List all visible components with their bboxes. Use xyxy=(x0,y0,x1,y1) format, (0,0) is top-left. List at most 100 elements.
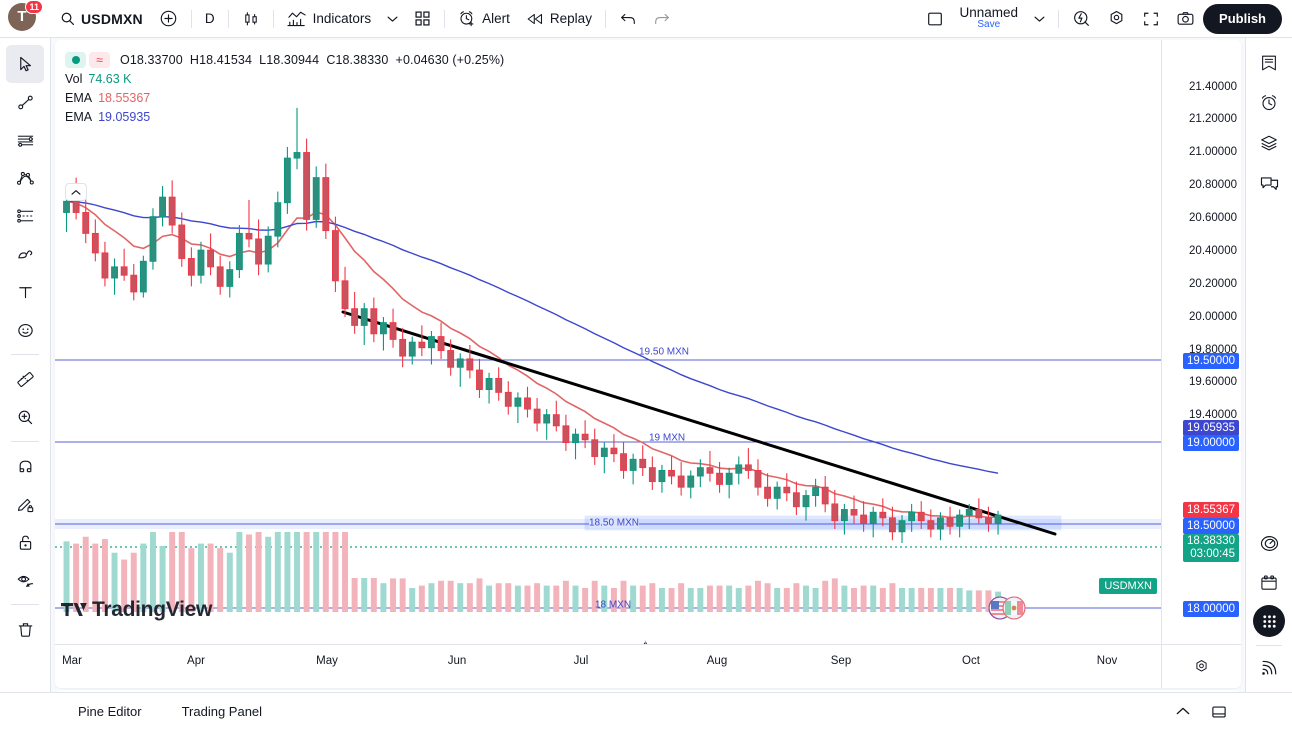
publish-button[interactable]: Publish xyxy=(1203,3,1282,34)
indicators-icon xyxy=(287,10,307,28)
layout-box-button[interactable] xyxy=(918,5,952,33)
fullscreen-icon xyxy=(1142,10,1160,28)
chart-style-button[interactable] xyxy=(234,5,268,33)
economic-event-flags[interactable] xyxy=(987,595,1027,621)
emoji-tool[interactable] xyxy=(6,311,44,349)
price-tick: 19.40000 xyxy=(1189,409,1237,421)
time-tick: Apr xyxy=(187,655,205,667)
layout-save-link[interactable]: Save xyxy=(977,19,1001,31)
time-axis[interactable]: Mar Apr May Jun Jul Aug Sep Oct Nov xyxy=(55,644,1161,688)
grid-icon xyxy=(414,10,431,27)
add-symbol-button[interactable] xyxy=(151,5,186,33)
price-axis[interactable]: 21.40000 21.20000 21.00000 20.80000 20.6… xyxy=(1161,40,1241,644)
level-19-50-pill[interactable]: 19.50000 xyxy=(1183,353,1239,369)
text-tool[interactable] xyxy=(6,273,44,311)
chart-plot[interactable]: ≈ O18.33700 H18.41534 L18.30944 C18.3833… xyxy=(55,40,1161,644)
symbol-price-tag[interactable]: USDMXN xyxy=(1099,578,1157,594)
stay-in-draw-mode-tool[interactable] xyxy=(6,485,44,523)
level-label-18-50: 18.50 MXN xyxy=(589,517,640,529)
pitchfork-tool[interactable] xyxy=(6,159,44,197)
redo-button[interactable] xyxy=(645,5,679,33)
chat-panel-button[interactable] xyxy=(1251,165,1287,201)
tradingview-logo-icon xyxy=(61,603,87,617)
ema1-pill[interactable]: 18.55367 xyxy=(1183,502,1239,518)
replay-icon xyxy=(526,12,544,26)
last-price-pill[interactable]: 18.38330 03:00:45 xyxy=(1183,534,1239,562)
chat-bubbles-icon xyxy=(1260,176,1278,190)
fib-tool[interactable] xyxy=(6,197,44,235)
replay-button[interactable]: Replay xyxy=(518,5,600,33)
magnet-icon xyxy=(19,460,31,472)
indicators-label: Indicators xyxy=(312,11,372,26)
square-icon xyxy=(926,10,944,28)
fullscreen-button[interactable] xyxy=(1134,5,1168,33)
cursor-tool[interactable] xyxy=(6,45,44,83)
flame-icon xyxy=(641,638,648,644)
quick-search-button[interactable] xyxy=(1064,5,1099,33)
data-window-panel-button[interactable] xyxy=(1251,125,1287,161)
trend-line-tool[interactable] xyxy=(6,83,44,121)
alert-button[interactable]: Alert xyxy=(450,5,518,33)
toolbar-divider xyxy=(604,9,606,28)
maximize-panel-button[interactable] xyxy=(1206,699,1232,725)
undo-icon xyxy=(619,11,637,27)
expand-panel-button[interactable] xyxy=(1170,699,1196,725)
horizontal-lines-tool[interactable] xyxy=(6,121,44,159)
volume-bars xyxy=(63,532,1002,612)
rail-divider xyxy=(11,604,39,605)
layout-name-button[interactable]: Unnamed Save xyxy=(952,5,1027,33)
price-tick: 20.80000 xyxy=(1189,179,1237,191)
layout-menu-button[interactable] xyxy=(1026,5,1053,33)
calendar-panel-button[interactable] xyxy=(1251,565,1287,601)
notification-badge[interactable]: 11 xyxy=(25,0,43,14)
gear-icon xyxy=(1196,660,1207,672)
pitchfork-icon xyxy=(16,171,34,185)
level-18-50-pill[interactable]: 18.50000 xyxy=(1183,518,1239,534)
user-avatar[interactable]: T 11 xyxy=(8,0,43,35)
tradingview-watermark: TradingView xyxy=(61,598,212,622)
chart-settings-button[interactable] xyxy=(1099,5,1134,33)
indicators-dropdown-button[interactable] xyxy=(379,5,406,33)
symbol-label: USDMXN xyxy=(81,10,143,27)
level-label-18: 18 MXN xyxy=(595,599,632,611)
ideas-panel-button[interactable] xyxy=(1251,525,1287,561)
layout-name: Unnamed Save xyxy=(959,5,1019,31)
snapshot-button[interactable] xyxy=(1168,5,1203,33)
bottom-panel-bar: Pine Editor Trading Panel xyxy=(0,692,1292,730)
time-axis-settings-button[interactable] xyxy=(1161,644,1241,688)
interval-button[interactable]: D xyxy=(197,5,223,33)
symbol-search-button[interactable]: USDMXN xyxy=(52,5,151,33)
stream-panel-button[interactable] xyxy=(1251,650,1287,686)
level-18-pill[interactable]: 18.00000 xyxy=(1183,601,1239,617)
tab-trading-panel[interactable]: Trading Panel xyxy=(181,704,263,719)
price-tick: 21.20000 xyxy=(1189,113,1237,125)
time-tick: Sep xyxy=(830,655,852,667)
magnet-tool[interactable] xyxy=(6,447,44,485)
undo-button[interactable] xyxy=(611,5,645,33)
zoom-tool[interactable] xyxy=(6,398,44,436)
interval-label: D xyxy=(204,11,215,26)
brush-icon xyxy=(17,249,32,258)
tab-pine-editor[interactable]: Pine Editor xyxy=(78,704,142,719)
hide-drawings-tool[interactable] xyxy=(6,561,44,599)
chart-layouts-button[interactable] xyxy=(406,5,439,33)
ema2-pill[interactable]: 19.05935 xyxy=(1183,420,1239,436)
lock-drawings-tool[interactable] xyxy=(6,523,44,561)
measure-tool[interactable] xyxy=(6,360,44,398)
watchlist-panel-button[interactable] xyxy=(1251,45,1287,81)
toolbar-divider xyxy=(272,9,274,28)
apps-panel-button[interactable] xyxy=(1253,605,1285,637)
indicators-button[interactable]: Indicators xyxy=(279,5,380,33)
alerts-panel-button[interactable] xyxy=(1251,85,1287,121)
layout-name-title: Unnamed xyxy=(959,5,1019,21)
search-icon xyxy=(60,11,75,26)
padlock-icon xyxy=(19,535,31,550)
event-marker-icon[interactable] xyxy=(637,638,650,644)
brush-tool[interactable] xyxy=(6,235,44,273)
legend-collapse-button[interactable] xyxy=(65,183,87,201)
calendar-icon xyxy=(1261,575,1277,590)
trend-line-icon xyxy=(17,95,33,109)
remove-drawings-tool[interactable] xyxy=(6,610,44,648)
level-19-pill[interactable]: 19.00000 xyxy=(1183,435,1239,451)
chevron-down-icon xyxy=(387,15,398,23)
